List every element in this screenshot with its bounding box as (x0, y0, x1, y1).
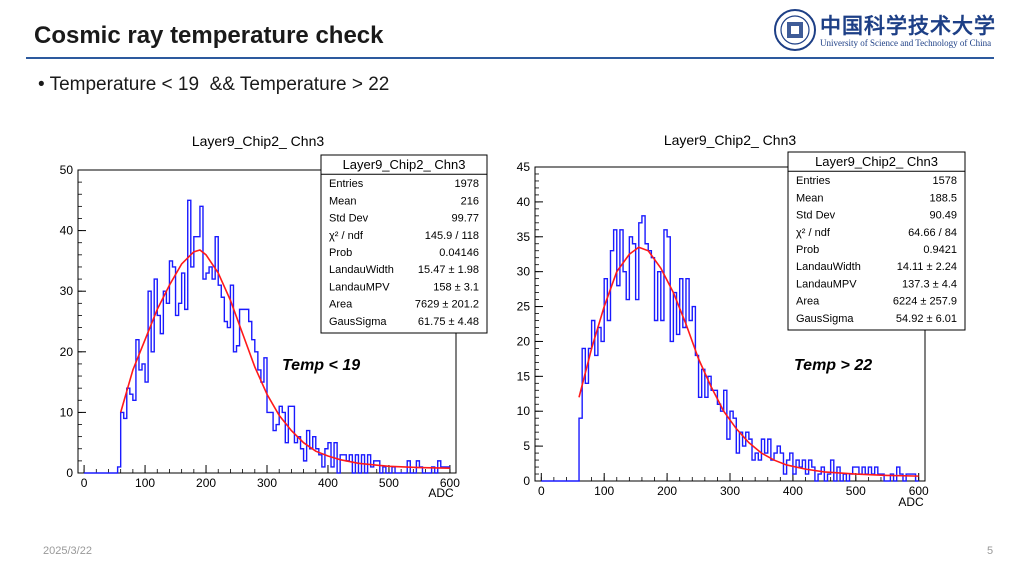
bullet-point: • Temperature < 19 && Temperature > 22 (38, 74, 390, 95)
stats-value: 61.75 ± 4.48 (418, 316, 479, 328)
stats-value: 0.9421 (923, 244, 957, 256)
stats-value: 188.5 (929, 192, 957, 204)
x-tick-label: 500 (379, 476, 399, 490)
stats-label: Std Dev (329, 213, 369, 225)
stats-label: Mean (329, 195, 357, 207)
y-tick-label: 30 (60, 284, 74, 298)
stats-label: Prob (329, 247, 352, 259)
stats-value: 54.92 ± 6.01 (896, 313, 957, 325)
title-divider (26, 57, 994, 59)
stats-value: 90.49 (929, 210, 957, 222)
stats-label: χ² / ndf (329, 230, 364, 242)
stats-value: 6224 ± 257.9 (893, 296, 957, 308)
stats-box-2 (787, 151, 966, 331)
x-tick-label: 500 (846, 484, 866, 498)
stats-label: Area (329, 299, 353, 311)
stats-value: 216 (461, 195, 479, 207)
plot-annotation-2: Temp > 22 (794, 357, 872, 374)
stats-box-title: Layer9_Chip2_ Chn3 (343, 157, 466, 172)
y-tick-label: 40 (517, 195, 531, 209)
slide-title: Cosmic ray temperature check (34, 22, 384, 49)
y-tick-label: 30 (517, 265, 531, 279)
stats-value: 99.77 (451, 213, 479, 225)
stats-label: LandauWidth (796, 261, 861, 273)
stats-value: 7629 ± 201.2 (415, 299, 479, 311)
plot-title-1: Layer9_Chip2_ Chn3 (192, 133, 325, 149)
x-axis-label: ADC (428, 486, 454, 500)
stats-value: 158 ± 3.1 (433, 281, 479, 293)
y-tick-label: 20 (60, 345, 74, 359)
y-tick-label: 35 (517, 230, 531, 244)
footer-date: 2025/3/22 (43, 545, 92, 557)
y-tick-label: 20 (517, 334, 531, 348)
bullet-text: Temperature < 19 && Temperature > 22 (49, 74, 390, 95)
stats-label: LandauMPV (796, 278, 857, 290)
stats-label: Area (796, 296, 820, 308)
plot-title-2: Layer9_Chip2_ Chn3 (664, 132, 797, 148)
x-tick-label: 300 (257, 476, 277, 490)
university-seal-icon (774, 9, 816, 51)
stats-label: LandauWidth (329, 264, 394, 276)
stats-label: GausSigma (796, 313, 854, 325)
y-tick-label: 10 (60, 405, 74, 419)
x-tick-label: 200 (196, 476, 216, 490)
y-tick-label: 50 (60, 163, 74, 177)
x-tick-label: 100 (594, 484, 614, 498)
stats-label: χ² / ndf (796, 227, 831, 239)
x-axis-label: ADC (898, 495, 924, 509)
stats-box-title: Layer9_Chip2_ Chn3 (815, 154, 938, 169)
y-tick-label: 0 (523, 474, 530, 488)
stats-label: Std Dev (796, 210, 836, 222)
y-tick-label: 15 (517, 369, 531, 383)
stats-label: GausSigma (329, 316, 387, 328)
y-tick-label: 10 (517, 404, 531, 418)
stats-value: 145.9 / 118 (425, 230, 479, 242)
stats-box-1 (320, 154, 488, 334)
stats-label: Entries (329, 178, 364, 190)
y-tick-label: 0 (66, 466, 73, 480)
logo-english-name: University of Science and Technology of … (820, 38, 992, 48)
x-tick-label: 0 (538, 484, 545, 498)
x-tick-label: 0 (81, 476, 88, 490)
x-tick-label: 300 (720, 484, 740, 498)
x-tick-label: 600 (909, 484, 929, 498)
x-tick-label: 400 (783, 484, 803, 498)
plot-annotation-1: Temp < 19 (282, 357, 360, 374)
page-number: 5 (987, 545, 994, 557)
x-tick-label: 400 (318, 476, 338, 490)
stats-value: 15.47 ± 1.98 (418, 264, 479, 276)
stats-value: 1978 (455, 178, 479, 190)
y-tick-label: 40 (60, 224, 74, 238)
y-tick-label: 25 (517, 300, 531, 314)
x-tick-label: 600 (440, 476, 460, 490)
stats-value: 0.04146 (439, 247, 479, 259)
stats-value: 137.3 ± 4.4 (902, 278, 957, 290)
x-tick-label: 200 (657, 484, 677, 498)
stats-label: Mean (796, 192, 824, 204)
logo-chinese-name: 中国科学技术大学 (820, 13, 996, 38)
fit-curve-1 (119, 249, 450, 469)
fit-curve-2 (578, 246, 919, 477)
x-tick-label: 100 (135, 476, 155, 490)
stats-value: 14.11 ± 2.24 (897, 261, 957, 273)
university-logo: 中国科学技术大学 University of Science and Techn… (773, 8, 998, 52)
stats-label: Entries (796, 175, 831, 187)
stats-value: 64.66 / 84 (908, 227, 957, 239)
stats-label: LandauMPV (329, 281, 390, 293)
y-tick-label: 45 (517, 160, 531, 174)
stats-value: 1578 (933, 175, 957, 187)
y-tick-label: 5 (523, 439, 530, 453)
stats-label: Prob (796, 244, 819, 256)
